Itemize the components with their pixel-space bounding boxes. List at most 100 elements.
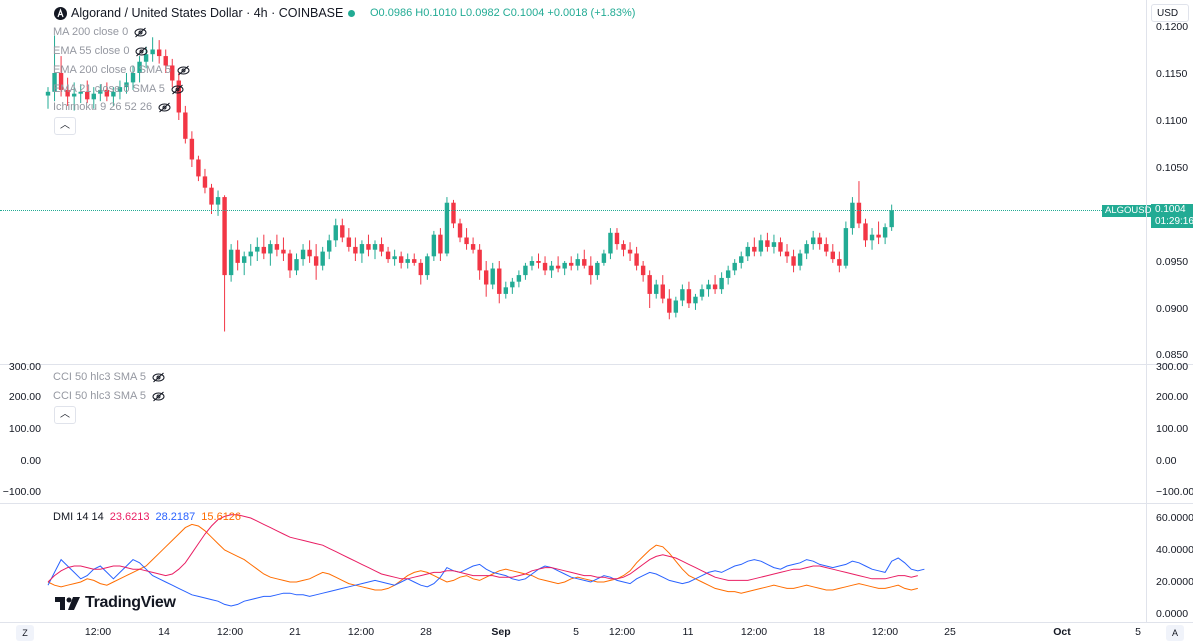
candle-body (863, 223, 868, 241)
candle-body (287, 253, 293, 271)
candle-body (588, 265, 594, 276)
zoom-button[interactable]: Z (16, 625, 34, 641)
pane-separator[interactable] (0, 503, 1193, 504)
candle-body (320, 251, 325, 266)
indicator-ma200[interactable]: MA 200 close 0 (53, 26, 147, 38)
candle-body (837, 259, 842, 266)
candle-body (366, 244, 371, 250)
price-label: 0.0900 (1156, 303, 1189, 315)
indicator-label: EMA 200 close 0 SMA 5 (53, 64, 172, 76)
candle-body (882, 227, 888, 238)
candle-body (431, 234, 437, 257)
candle-body (242, 256, 247, 263)
candle-body (529, 261, 535, 266)
candle-body (261, 246, 267, 254)
tradingview-logo[interactable]: TradingView (55, 594, 176, 612)
dmi-minus-value: 15.6126 (201, 511, 242, 523)
time-label: Sep (491, 626, 511, 638)
price-chart[interactable] (0, 0, 1146, 363)
time-label: 12:00 (216, 626, 244, 638)
candle-body (699, 289, 705, 297)
ohlc-low: L0.0982 (459, 7, 500, 19)
candle-body (856, 202, 862, 224)
indicator-ema21[interactable]: EMA 21 close 0 SMA 5 (53, 83, 184, 95)
eye-hidden-icon[interactable] (152, 391, 165, 402)
candle-body (104, 89, 110, 97)
dmi-chart[interactable] (0, 504, 1146, 622)
cci-label-left: 0.00 (20, 455, 41, 467)
dmi-label: 0.0000 (1156, 608, 1189, 620)
candle-body (654, 284, 659, 294)
indicator-cci-2[interactable]: CCI 50 hlc3 SMA 5 (53, 390, 165, 402)
last-price-tag: 0.1004 01:29:16 (1151, 204, 1193, 228)
collapse-legend-button[interactable]: ︿ (54, 117, 76, 135)
candle-body (425, 256, 430, 276)
candle-body (412, 259, 417, 263)
candle-body (830, 251, 835, 260)
last-price-line (0, 210, 1146, 211)
eye-hidden-icon[interactable] (171, 84, 184, 95)
indicator-label: MA 200 close 0 (53, 26, 129, 38)
eye-hidden-icon[interactable] (134, 27, 147, 38)
candle-body (91, 93, 96, 100)
candle-body (673, 300, 679, 313)
candle-body (457, 223, 463, 238)
currency-button[interactable]: USD (1151, 4, 1189, 22)
candle-body (268, 244, 273, 254)
indicator-ema200[interactable]: EMA 200 close 0 SMA 5 (53, 64, 190, 76)
candle-body (372, 244, 378, 250)
candle-body (124, 82, 129, 88)
eye-hidden-icon[interactable] (152, 372, 165, 383)
time-axis[interactable] (0, 622, 1193, 644)
candle-body (281, 249, 286, 254)
eye-hidden-icon[interactable] (177, 65, 190, 76)
time-label: 18 (813, 626, 825, 638)
candle-body (78, 91, 83, 94)
cci-label-left: 300.00 (8, 361, 41, 373)
candle-body (418, 262, 423, 276)
candle-body (850, 202, 855, 229)
candle-body (810, 237, 816, 245)
candle-body (307, 249, 312, 257)
candle-body (542, 262, 548, 271)
dmi-adx-line (47, 514, 918, 583)
candle-body (817, 237, 822, 245)
indicator-ema55[interactable]: EMA 55 close 0 (53, 45, 148, 57)
candle-body (130, 73, 136, 83)
indicator-ichimoku[interactable]: Ichimoku 9 26 52 26 (53, 101, 171, 113)
candle-body (497, 268, 502, 294)
candle-body (725, 270, 731, 278)
candle-body (712, 284, 718, 290)
candle-body (667, 298, 672, 313)
candle-body (765, 240, 770, 247)
candle-body (248, 251, 253, 257)
collapse-pane-button[interactable]: ︿ (54, 406, 76, 424)
bar-countdown: 01:29:16 (1155, 216, 1193, 227)
candle-body (71, 93, 77, 97)
price-label: 0.1200 (1156, 21, 1189, 33)
eye-hidden-icon[interactable] (158, 102, 171, 113)
eye-hidden-icon[interactable] (135, 46, 148, 57)
candle-body (483, 270, 489, 285)
cci-label: 200.00 (1156, 391, 1189, 403)
ohlc-high: H0.1010 (415, 7, 457, 19)
candle-body (137, 61, 142, 73)
candle-body (235, 249, 240, 263)
time-label: 25 (944, 626, 956, 638)
candle-body (98, 89, 103, 94)
auto-scale-button[interactable]: A (1166, 625, 1184, 641)
candle-body (183, 112, 188, 139)
indicator-label: CCI 50 hlc3 SMA 5 (53, 371, 146, 383)
symbol-title[interactable]: Algorand / United States Dollar · 4h · C… (71, 6, 344, 20)
candle-body (209, 187, 214, 205)
dmi-minus-line (47, 523, 918, 594)
ohlc-change: +0.0018 (+1.83%) (547, 7, 636, 19)
indicator-cci-1[interactable]: CCI 50 hlc3 SMA 5 (53, 371, 165, 383)
candle-body (627, 249, 633, 254)
cci-label-left: 100.00 (8, 423, 41, 435)
candle-body (784, 251, 790, 257)
candle-body (176, 80, 181, 113)
indicator-label: CCI 50 hlc3 SMA 5 (53, 390, 146, 402)
indicator-dmi[interactable]: DMI 14 14 23.6213 28.2187 15.6126 (53, 511, 241, 523)
pane-separator[interactable] (0, 364, 1193, 365)
